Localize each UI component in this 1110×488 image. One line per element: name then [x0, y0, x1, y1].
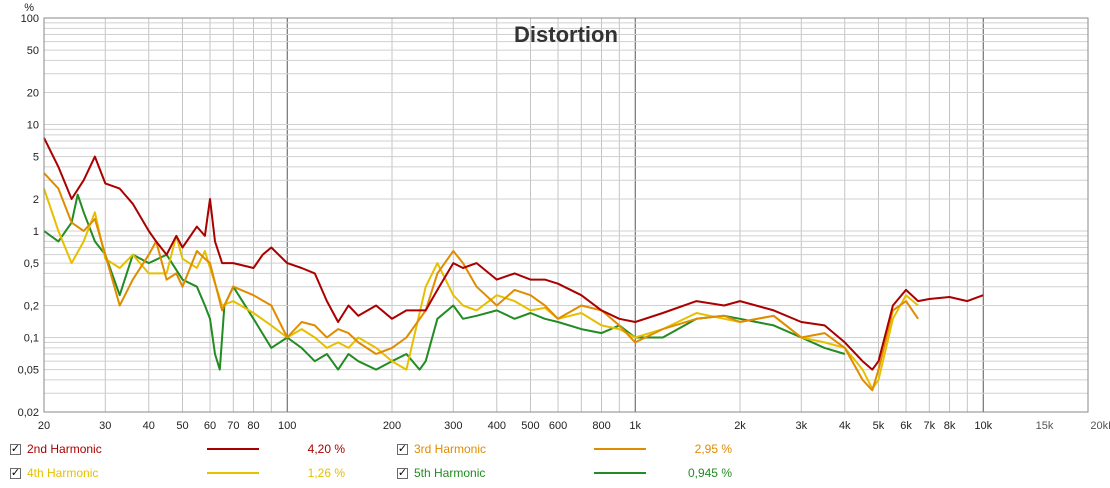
y-tick-label: 10	[27, 120, 39, 132]
x-tick-label: 6k	[900, 420, 912, 432]
legend-item-2nd-harmonic[interactable]: ✓ 2nd Harmonic 4,20 %	[10, 438, 345, 460]
x-tick-label: 20kHz	[1090, 420, 1110, 432]
legend: ✓ 2nd Harmonic 4,20 % ✓ 3rd Harmonic 2,9…	[0, 436, 1110, 488]
x-tick-label: 5k	[873, 420, 885, 432]
legend-item-3rd-harmonic[interactable]: ✓ 3rd Harmonic 2,95 %	[397, 438, 732, 460]
x-tick-label: 70	[227, 420, 239, 432]
y-tick-label: 0,2	[24, 300, 39, 312]
legend-label: 5th Harmonic	[414, 466, 486, 480]
checkbox-3rd-harmonic[interactable]: ✓	[397, 442, 408, 455]
x-tick-label: 30	[99, 420, 111, 432]
grid-lines	[43, 17, 1089, 413]
legend-value: 4,20 %	[307, 442, 345, 456]
legend-value: 1,26 %	[307, 466, 345, 480]
x-tick-label: 300	[444, 420, 462, 432]
checkbox-2nd-harmonic[interactable]: ✓	[10, 442, 21, 455]
x-tick-label: 600	[549, 420, 567, 432]
x-tick-label: 2k	[734, 420, 746, 432]
chart-title: Distortion	[514, 22, 618, 47]
series-line-2nd-harmonic	[43, 137, 984, 371]
legend-label: 3rd Harmonic	[414, 442, 487, 456]
legend-value: 2,95 %	[694, 442, 732, 456]
y-tick-label: 0,5	[24, 258, 39, 270]
legend-swatch	[207, 472, 259, 474]
y-tick-label: 20	[27, 87, 39, 99]
x-tick-label: 4k	[839, 420, 851, 432]
x-tick-label: 60	[204, 420, 216, 432]
legend-swatch	[594, 448, 646, 450]
y-tick-label: 1	[33, 226, 39, 238]
x-tick-label: 1k	[629, 420, 641, 432]
plot-area	[44, 18, 1088, 412]
legend-swatch	[594, 472, 646, 474]
y-tick-label: 2	[33, 194, 39, 206]
x-tick-label: 100	[278, 420, 296, 432]
legend-swatch	[207, 448, 259, 450]
y-unit-label: %	[24, 2, 34, 14]
x-tick-label: 400	[488, 420, 506, 432]
y-tick-label: 0,1	[24, 333, 39, 345]
x-tick-label: 7k	[924, 420, 936, 432]
x-axis-ticks: 20 30 40 50 60 70 80 100 200 300 400 500 600 800 1k 2k 3…	[38, 420, 1110, 432]
legend-label: 2nd Harmonic	[27, 442, 102, 456]
x-tick-label: 40	[143, 420, 155, 432]
checkbox-4th-harmonic[interactable]: ✓	[10, 466, 21, 479]
legend-value: 0,945 %	[687, 466, 732, 480]
x-tick-label: 20	[38, 420, 50, 432]
y-tick-label: 0,05	[18, 365, 39, 377]
y-axis-ticks: 100 50 20 10 5 2 1 0,5 0,2 0,1 0,05 0,02	[18, 13, 39, 419]
series-lines	[43, 137, 984, 392]
x-tick-label: 50	[176, 420, 188, 432]
y-tick-label: 0,02	[18, 407, 39, 419]
y-tick-label: 5	[33, 152, 39, 164]
y-tick-label: 50	[27, 45, 39, 57]
series-line-3rd-harmonic	[43, 172, 919, 392]
distortion-chart: 100 50 20 10 5 2 1 0,5 0,2 0,1 0,05 0,02 20 30 40 50 60…	[18, 2, 1110, 432]
plot-frame	[43, 17, 1089, 413]
checkbox-5th-harmonic[interactable]: ✓	[397, 466, 408, 479]
legend-item-4th-harmonic[interactable]: ✓ 4th Harmonic 1,26 %	[10, 462, 345, 484]
x-tick-label: 15k	[1036, 420, 1054, 432]
x-tick-label: 10k	[974, 420, 992, 432]
y-tick-label: 100	[21, 13, 39, 25]
x-tick-label: 800	[592, 420, 610, 432]
legend-item-5th-harmonic[interactable]: ✓ 5th Harmonic 0,945 %	[397, 462, 732, 484]
legend-label: 4th Harmonic	[27, 466, 99, 480]
x-tick-label: 500	[521, 420, 539, 432]
x-tick-label: 200	[383, 420, 401, 432]
x-tick-label: 80	[247, 420, 259, 432]
x-tick-label: 3k	[795, 420, 807, 432]
x-tick-label: 8k	[944, 420, 956, 432]
